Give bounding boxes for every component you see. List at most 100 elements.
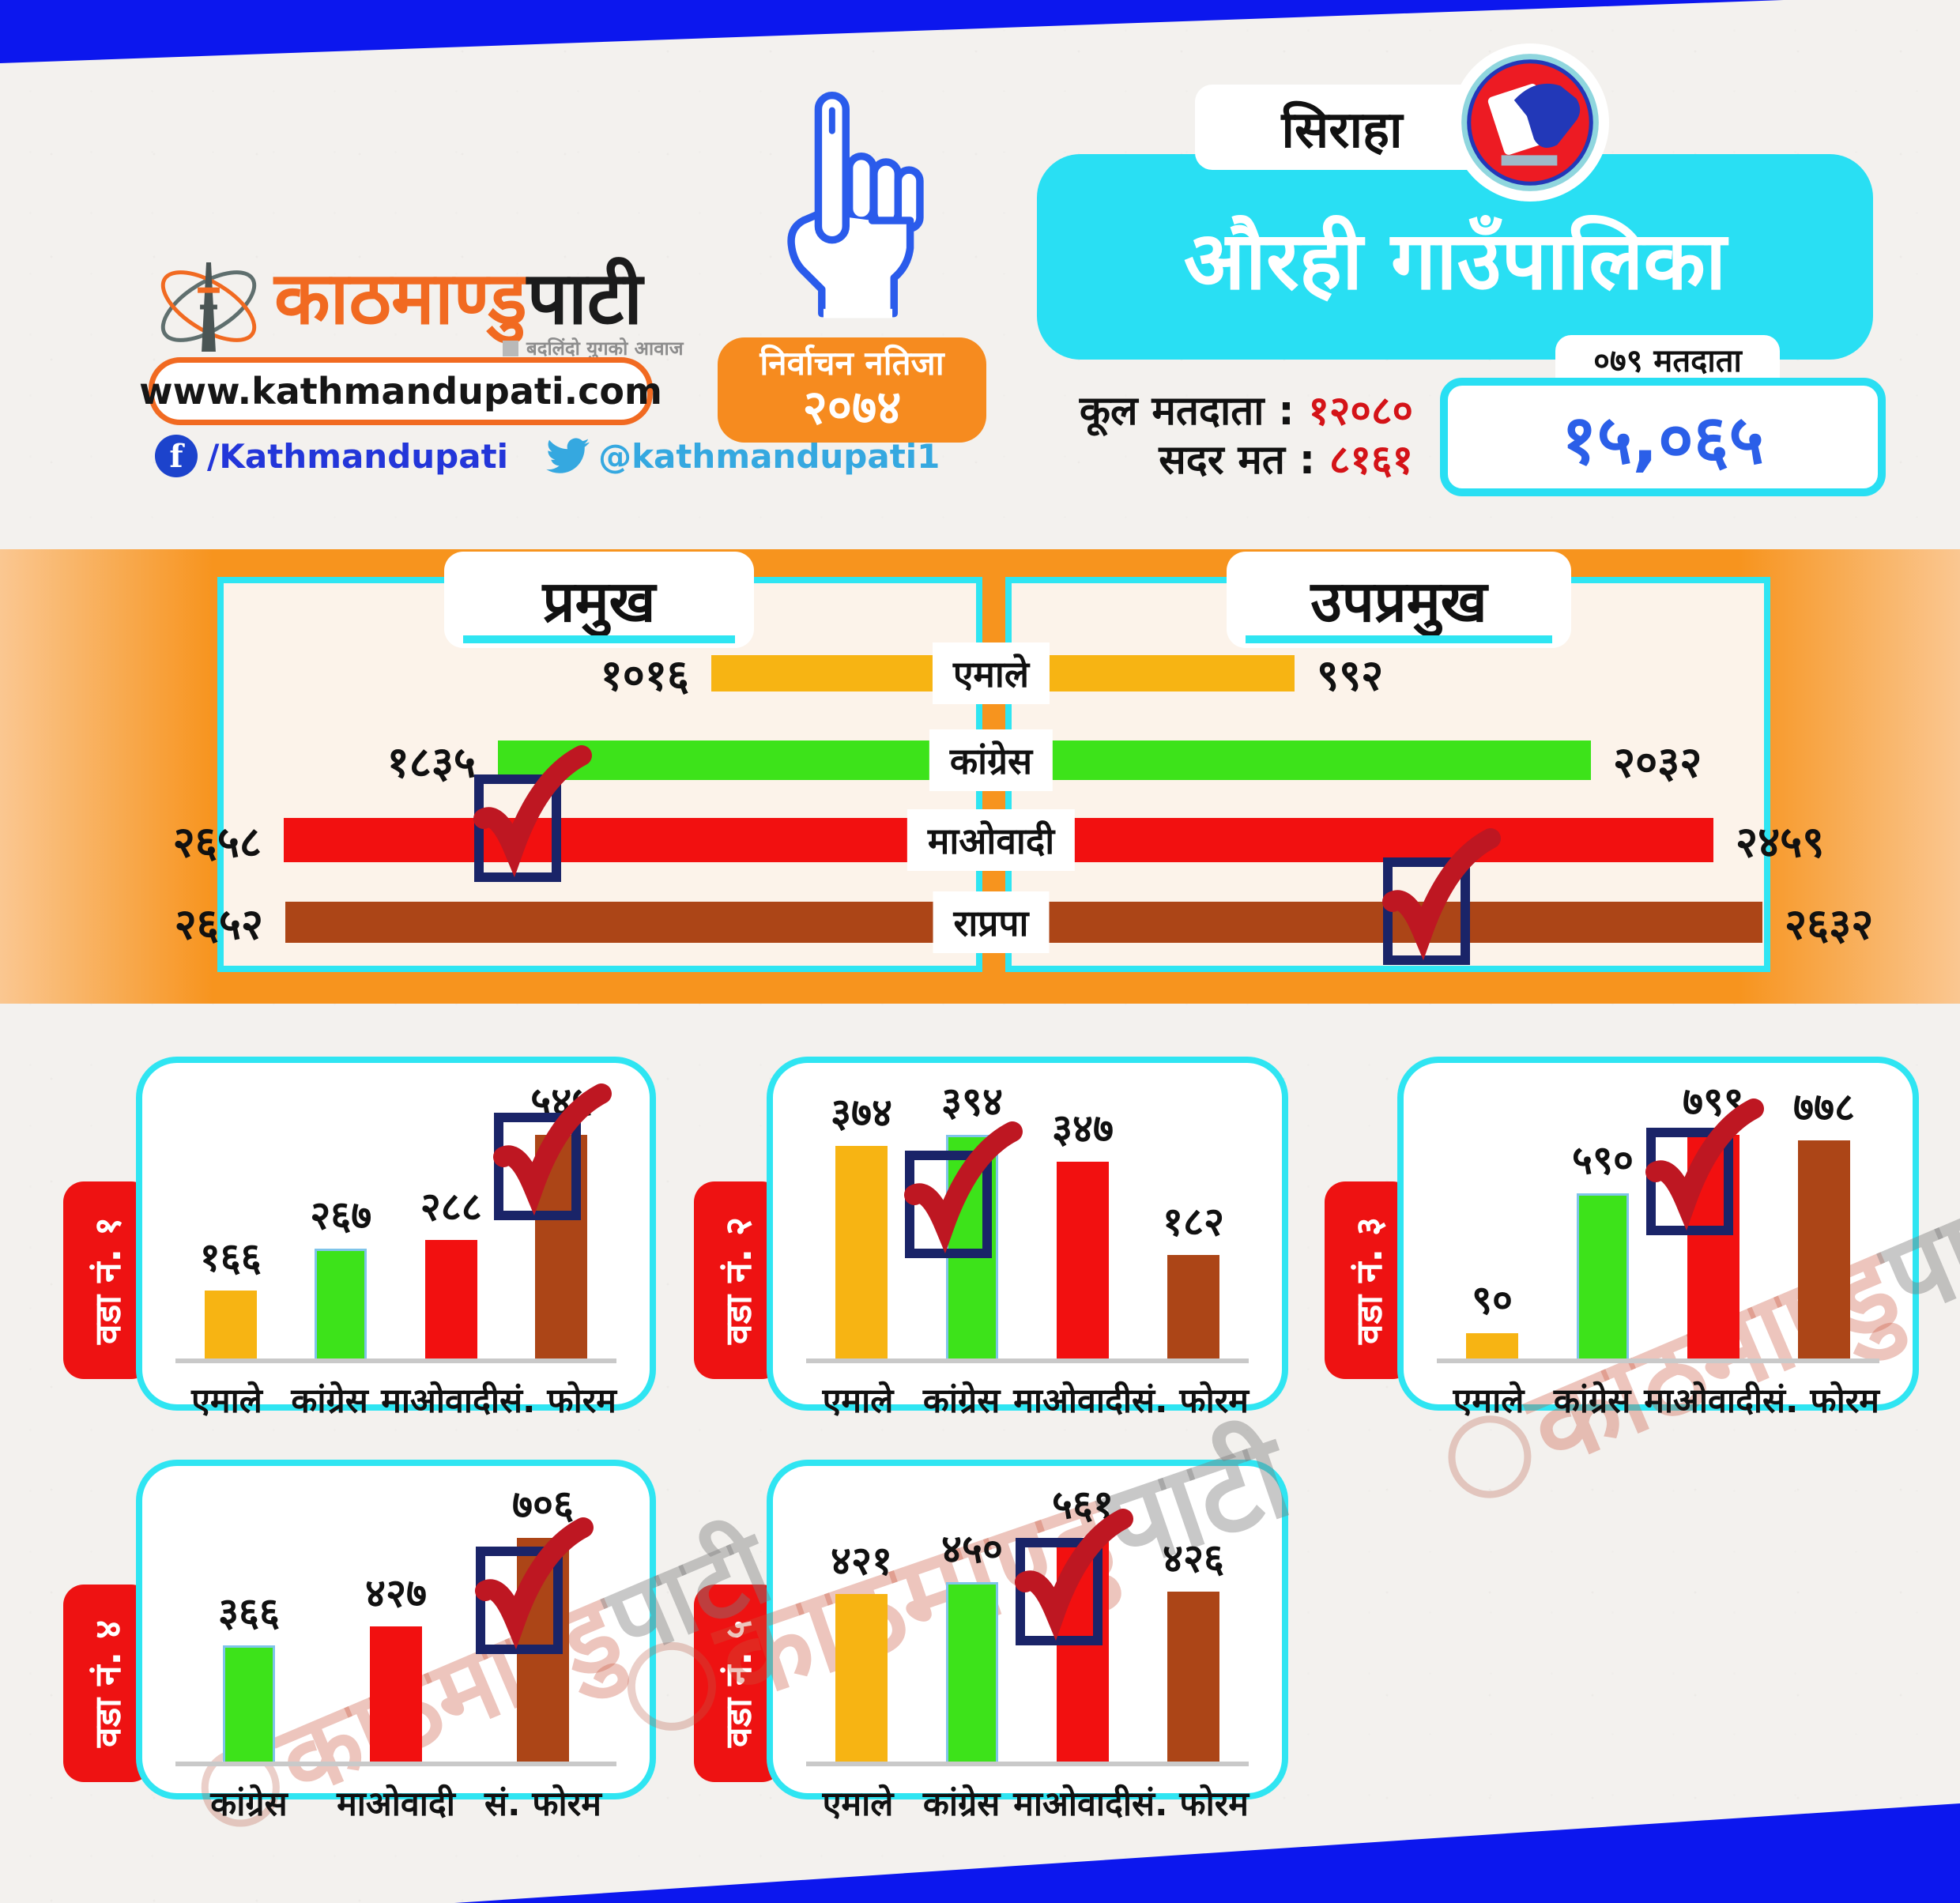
total-voters-label: कूल मतदाता	[1079, 388, 1265, 435]
voting-hand-icon	[787, 91, 924, 352]
upapramukh-title: उपप्रमुख	[1310, 568, 1487, 635]
vote-check-icon	[1645, 1098, 1764, 1235]
party-label: कांग्रेस	[1553, 1381, 1631, 1421]
title-underline	[1246, 635, 1552, 643]
party-label: सं. फोरम	[1132, 1381, 1250, 1421]
bar-column: २८८	[396, 1178, 507, 1358]
bar-value: ३६६	[218, 1589, 280, 1635]
lead-value: १८३५	[386, 737, 476, 787]
voters-2079-box: १५,०६५	[1440, 378, 1886, 496]
ward-chart: १६६ २६७ २८८ ५४५	[175, 1079, 616, 1363]
bar-value: ४५०	[941, 1526, 1003, 1572]
bar-value: ७०६	[512, 1482, 574, 1528]
ward-chart: ३७४ ३९४ ३४७ १८२	[806, 1079, 1249, 1363]
top-diagonal-banner	[0, 0, 1784, 63]
check-icon	[1645, 1098, 1764, 1231]
party-label: सं. फोरम	[1132, 1784, 1250, 1824]
separator: :	[1285, 437, 1329, 484]
party-label: कांग्रेस	[922, 1784, 1001, 1824]
ward-labels: कांग्रेस माओवादी सं. फोरम	[175, 1779, 616, 1826]
party-label: एमाले	[932, 642, 1050, 704]
bar-column: ४२६	[1138, 1530, 1249, 1762]
bar-column: ९०	[1437, 1272, 1547, 1358]
party-label: एमाले	[822, 1784, 894, 1824]
vote-check-icon	[1382, 828, 1501, 965]
check-icon	[1015, 1509, 1133, 1641]
party-label: कांग्रेस	[922, 1381, 1001, 1421]
party-label: सं. फोरम	[1762, 1381, 1880, 1421]
bar	[315, 1249, 368, 1358]
brand-logo: काठमाण्डुपाटी	[274, 262, 643, 335]
voters-2079-tab: ०७९ मतदाता	[1555, 335, 1780, 382]
bar-column: ४२७	[322, 1565, 469, 1762]
bar-column: १६६	[175, 1229, 286, 1358]
separator: :	[1264, 388, 1309, 435]
bar	[946, 1582, 998, 1762]
vote-stats: कूल मतदाता : १२०८० सदर मत : ८१६१	[1035, 387, 1413, 485]
party-label: राप्रपा	[933, 891, 1050, 953]
party-label: एमाले	[822, 1381, 894, 1421]
lead-bar-upapramukh	[1012, 740, 1591, 780]
bar	[370, 1626, 422, 1762]
lead-value: १०१६	[600, 650, 689, 700]
party-label: एमाले	[191, 1381, 262, 1421]
bar-value: ९०	[1472, 1277, 1513, 1323]
lead-value: २६५८	[172, 817, 262, 867]
election-year-badge: निर्वाचन नतिजा २०७४	[718, 337, 986, 443]
website-pill: www.kathmandupati.com	[139, 357, 662, 425]
party-label: सं. फोरम	[499, 1381, 617, 1421]
lead-bar-pramukh	[284, 818, 976, 862]
bar-column: ३७४	[806, 1084, 917, 1358]
bar	[835, 1146, 888, 1358]
party-label: एमाले	[1453, 1381, 1525, 1421]
logo-text-main: काठमाण्डु	[274, 256, 527, 341]
ward-card: ४२१ ४५० ५६१ ४२६ एमाले कांग्रेस माओवादी सं. फोरम	[767, 1460, 1288, 1824]
ward-labels: एमाले कांग्रेस माओवादी सं. फोरम	[1437, 1376, 1879, 1423]
ward-labels: एमाले कांग्रेस माओवादी सं. फोरम	[806, 1779, 1249, 1826]
bar-column: ४५०	[917, 1521, 1027, 1762]
party-label: माओवादी	[381, 1381, 500, 1421]
vote-check-icon	[475, 1517, 594, 1654]
pramukh-title: प्रमुख	[542, 568, 656, 635]
social-row: f /Kathmandupati @kathmandupati1	[155, 431, 940, 480]
ward-card: ३७४ ३९४ ३४७ १८२ एमाले कांग्रेस माओवादी सं. फोरम	[767, 1057, 1288, 1421]
party-label: माओवादी	[1013, 1381, 1133, 1421]
vote-check-icon	[473, 745, 592, 882]
bar	[223, 1645, 275, 1762]
pramukh-title-box: प्रमुख	[444, 552, 754, 648]
ballot-box-icon	[1451, 43, 1609, 202]
bar	[1057, 1162, 1109, 1358]
party-label: कांग्रेस	[929, 729, 1054, 791]
lead-value: २४५९	[1736, 817, 1825, 867]
vote-check-icon	[904, 1121, 1023, 1258]
bar-column: २६७	[286, 1187, 397, 1358]
lead-bar-upapramukh	[1012, 818, 1713, 862]
party-label: कांग्रेस	[291, 1381, 368, 1421]
district-box: सिराहा	[1195, 85, 1489, 170]
bar-value: ४२१	[831, 1538, 892, 1584]
tagline-text: बदलिंदो युगको आवाज	[526, 337, 684, 360]
bar-column: ७७८	[1769, 1079, 1879, 1358]
party-label: माओवादी	[337, 1784, 455, 1824]
facebook-glyph: f	[169, 437, 183, 475]
upapramukh-title-box: उपप्रमुख	[1227, 552, 1571, 648]
bar-value: १६६	[199, 1234, 262, 1280]
ward-chart: ४२१ ४५० ५६१ ४२६	[806, 1482, 1249, 1766]
municipality-name: औरही गाउँपालिका	[1183, 213, 1727, 308]
total-voters-row: कूल मतदाता : १२०८०	[1035, 387, 1413, 436]
ward-chart: ९० ५९० ७९९ ७७८	[1437, 1079, 1879, 1363]
check-icon	[904, 1121, 1023, 1254]
bar	[204, 1291, 257, 1358]
bar-column: ४२१	[806, 1532, 917, 1762]
bar-value: ३७४	[831, 1090, 892, 1136]
party-label: कांग्रेस	[210, 1784, 288, 1824]
valid-votes-value: ८१६१	[1329, 437, 1413, 484]
ward-card: ९० ५९० ७९९ ७७८ एमाले कांग्रेस माओवादी सं. फोरम	[1397, 1057, 1919, 1421]
party-label: सं. फोरम	[484, 1784, 601, 1824]
bar	[424, 1240, 477, 1358]
facebook-icon: f	[155, 435, 198, 477]
ward-card: ३६६ ४२७ ७०६ कांग्रेस माओवादी सं. फोरम	[136, 1460, 656, 1824]
valid-votes-label: सदर मत	[1159, 437, 1285, 484]
bar-value: ५९०	[1572, 1137, 1634, 1183]
